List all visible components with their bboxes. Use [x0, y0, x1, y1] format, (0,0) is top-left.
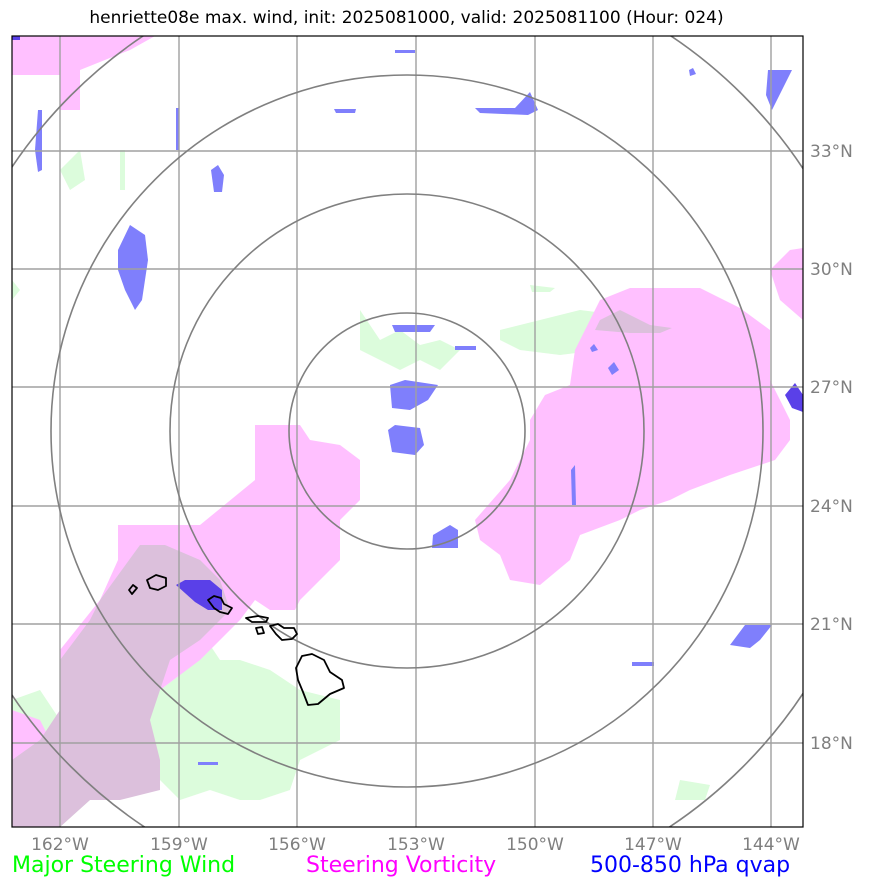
lon-label: 162°W	[31, 835, 89, 855]
lat-label: 27°N	[810, 378, 853, 398]
legend-steering-wind: Major Steering Wind	[12, 853, 236, 878]
lon-label: 144°W	[742, 835, 800, 855]
oahu-island	[207, 595, 233, 615]
legend-steering-vorticity: Steering Vorticity	[306, 853, 497, 878]
lat-label: 18°N	[810, 734, 853, 754]
lon-label: 147°W	[624, 835, 682, 855]
molokai-island	[245, 615, 269, 623]
graticule	[12, 36, 803, 827]
lon-label: 150°W	[506, 835, 564, 855]
lat-label: 24°N	[810, 497, 853, 517]
niihau-island	[128, 584, 138, 595]
kauai-island	[146, 574, 167, 591]
big-island	[295, 653, 345, 706]
lat-label: 21°N	[810, 615, 853, 635]
legend-qvap: 500-850 hPa qvap	[590, 853, 791, 878]
lon-label: 153°W	[387, 835, 445, 855]
lat-label: 30°N	[810, 260, 853, 280]
qvap-fill	[35, 50, 792, 765]
hawaiian-islands-outline	[128, 574, 345, 706]
lon-label: 159°W	[150, 835, 208, 855]
map-title: henriette08e max. wind, init: 2025081000…	[89, 8, 724, 28]
maui-island	[269, 623, 298, 641]
lat-label: 33°N	[810, 142, 853, 162]
longitude-labels: 162°W 159°W 156°W 153°W 150°W 147°W 144°…	[31, 835, 800, 855]
latitude-labels: 33°N 30°N 27°N 24°N 21°N 18°N	[810, 142, 853, 754]
lon-label: 156°W	[268, 835, 326, 855]
lanai-island	[255, 626, 265, 635]
map-frame	[11, 35, 804, 828]
